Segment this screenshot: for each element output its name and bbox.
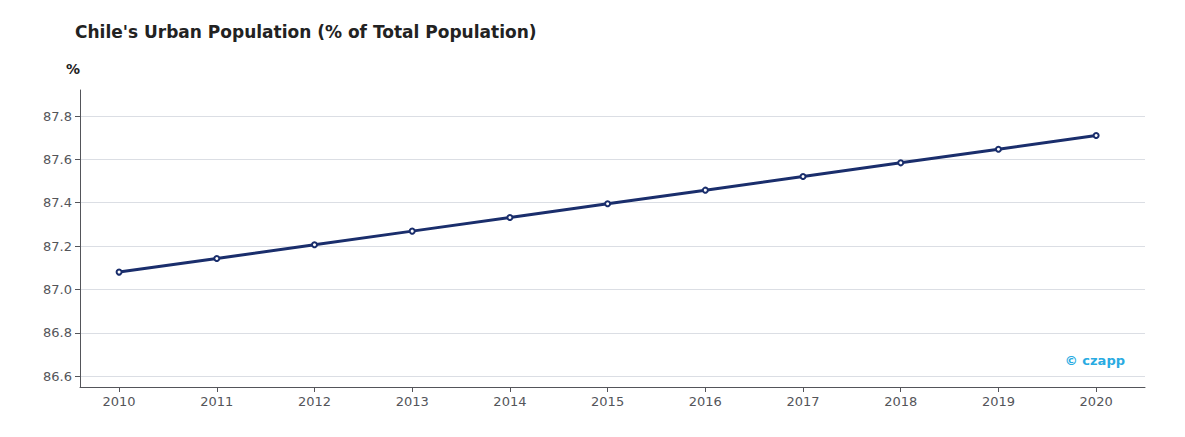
svg-text:87.2: 87.2 — [43, 239, 72, 254]
svg-text:2012: 2012 — [298, 394, 331, 409]
svg-text:2016: 2016 — [689, 394, 722, 409]
svg-text:2020: 2020 — [1080, 394, 1113, 409]
svg-text:87.4: 87.4 — [43, 195, 72, 210]
svg-text:2011: 2011 — [200, 394, 233, 409]
svg-text:2014: 2014 — [493, 394, 526, 409]
svg-text:© czapp: © czapp — [1065, 353, 1125, 368]
svg-text:86.6: 86.6 — [43, 369, 72, 384]
svg-text:87.8: 87.8 — [43, 109, 72, 124]
svg-text:%: % — [66, 61, 80, 77]
svg-text:87.6: 87.6 — [43, 152, 72, 167]
svg-text:Chile's Urban Population (% of: Chile's Urban Population (% of Total Pop… — [75, 22, 537, 42]
svg-text:87.0: 87.0 — [43, 282, 72, 297]
svg-text:2019: 2019 — [982, 394, 1015, 409]
svg-text:2010: 2010 — [103, 394, 136, 409]
svg-text:2013: 2013 — [396, 394, 429, 409]
svg-text:2018: 2018 — [884, 394, 917, 409]
svg-text:2017: 2017 — [786, 394, 819, 409]
svg-text:86.8: 86.8 — [43, 325, 72, 340]
svg-text:2015: 2015 — [591, 394, 624, 409]
